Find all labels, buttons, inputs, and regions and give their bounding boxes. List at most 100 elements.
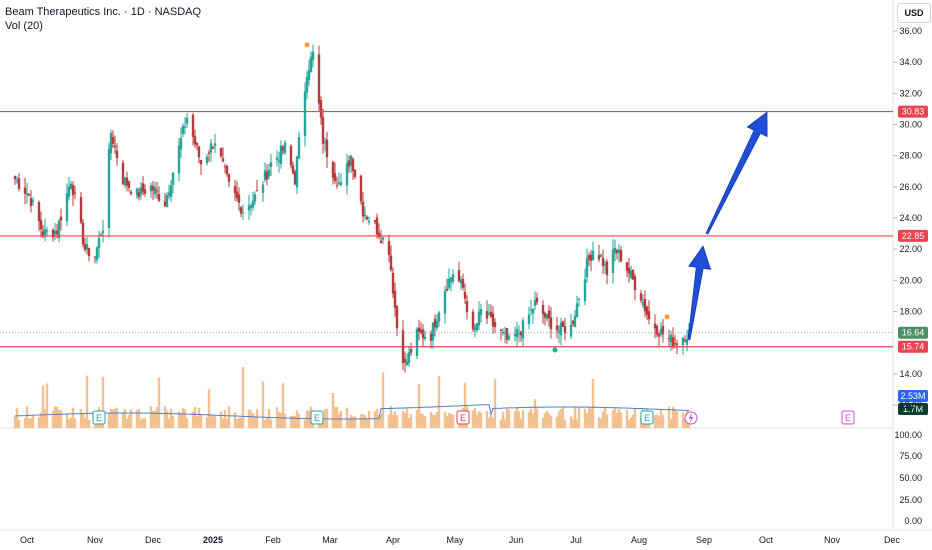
candle-body <box>655 325 659 335</box>
time-tick-label: Dec <box>884 535 901 545</box>
candle-body <box>45 230 49 232</box>
candle-body <box>69 183 73 189</box>
volume-bar <box>473 407 477 428</box>
volume-bar <box>675 411 679 428</box>
candle-body <box>563 326 567 334</box>
time-tick-label: Feb <box>265 535 281 545</box>
candle-body <box>529 309 533 311</box>
candle-body <box>41 231 45 237</box>
volume-bar <box>535 408 539 428</box>
candle-body <box>249 205 253 209</box>
event-dot <box>304 42 310 48</box>
candle-body <box>353 169 357 177</box>
volume-bar <box>613 407 617 428</box>
candle-body <box>83 244 87 250</box>
volume-bar <box>15 408 19 428</box>
candle-body <box>629 270 633 278</box>
candle-body <box>521 320 525 339</box>
volume-bar <box>351 416 355 428</box>
volume-bar <box>557 411 561 428</box>
candle-body <box>445 288 449 291</box>
horizontal-levels[interactable]: 30.83 22.85 15.74 16.64 2.53M 1.7M <box>0 105 928 415</box>
volume-bar <box>519 418 523 428</box>
candle-body <box>71 184 75 196</box>
volume-bar <box>489 415 493 428</box>
volume-bar <box>129 409 133 428</box>
candle-body <box>85 244 89 250</box>
candle-body <box>53 230 57 235</box>
candle-body <box>571 320 575 324</box>
candle-body <box>391 272 395 294</box>
candle-body <box>261 184 265 194</box>
time-tick-label: Sep <box>696 535 712 545</box>
volume-bar <box>181 408 185 428</box>
price-tick-label: 26.00 <box>899 182 922 192</box>
volume-bar <box>269 419 273 428</box>
candle-body <box>279 145 283 164</box>
time-tick-label: Apr <box>386 535 400 545</box>
lightning-bolt <box>688 413 694 423</box>
candle-body <box>269 162 273 167</box>
volume-tick-label: 50.00 <box>899 473 922 483</box>
price-axis[interactable]: 36.00 34.00 32.00 30.00 28.00 26.00 24.00 22.00… <box>893 26 922 526</box>
volume-bar <box>517 411 521 428</box>
candle-body <box>219 147 223 157</box>
candle-body <box>407 352 411 363</box>
volume-bar <box>17 419 21 428</box>
time-axis[interactable]: Oct Nov Dec 2025 Feb Mar Apr May Jun Jul Aug Sep Oct… <box>20 535 901 545</box>
candle-body <box>389 255 393 271</box>
candle-body <box>151 186 155 191</box>
candle-body <box>123 177 127 186</box>
volume-bar <box>417 384 421 428</box>
volume-bar <box>43 409 47 428</box>
candle-body <box>421 329 425 339</box>
earnings-marker <box>310 410 324 425</box>
volume-bar <box>505 408 509 428</box>
volume-ma-line <box>14 404 690 420</box>
candle-body <box>107 148 111 229</box>
volume-bar <box>267 409 271 428</box>
candle-body <box>317 54 321 104</box>
volume-bar <box>437 375 441 428</box>
level-price-label: 15.74 <box>902 342 925 352</box>
candle-body <box>405 361 409 366</box>
volume-bar <box>51 410 55 428</box>
projection-arrows[interactable] <box>687 111 768 341</box>
volume-bar <box>135 409 139 428</box>
volume-bar <box>571 419 575 428</box>
volume-bar <box>409 414 413 428</box>
candle-body <box>13 175 17 180</box>
candle-body <box>547 310 551 318</box>
volume-bar <box>85 375 89 428</box>
candle-body <box>589 254 593 261</box>
candle-body <box>685 339 689 345</box>
volume-bar <box>107 413 111 428</box>
candle-body <box>513 334 517 337</box>
volume-bar <box>211 416 215 428</box>
price-tick-label: 36.00 <box>899 26 922 36</box>
candle-body <box>305 76 309 93</box>
candle-body <box>197 146 201 158</box>
volume-bar <box>143 418 147 428</box>
volume-bar <box>283 413 287 428</box>
volume-bar <box>529 408 533 428</box>
volume-bar <box>601 411 605 428</box>
volume-bar <box>657 416 661 428</box>
candle-body <box>479 309 483 315</box>
candle-body <box>335 185 339 187</box>
candle-body <box>59 216 63 221</box>
price-tick-label: 28.00 <box>899 151 922 161</box>
candle-body <box>253 194 257 202</box>
candle-body <box>333 173 337 182</box>
candle-body <box>29 197 33 207</box>
currency-button[interactable]: USD <box>897 3 931 23</box>
chart-legend: Beam Therapeutics Inc. · 1D · NASDAQ Vol… <box>5 5 201 33</box>
candle-body <box>233 186 237 194</box>
volume-bar <box>305 410 309 428</box>
candle-body <box>535 297 539 303</box>
candle-body <box>281 146 285 151</box>
volume-bar <box>291 415 295 428</box>
candle-body <box>87 247 91 257</box>
volume-bar <box>545 411 549 428</box>
